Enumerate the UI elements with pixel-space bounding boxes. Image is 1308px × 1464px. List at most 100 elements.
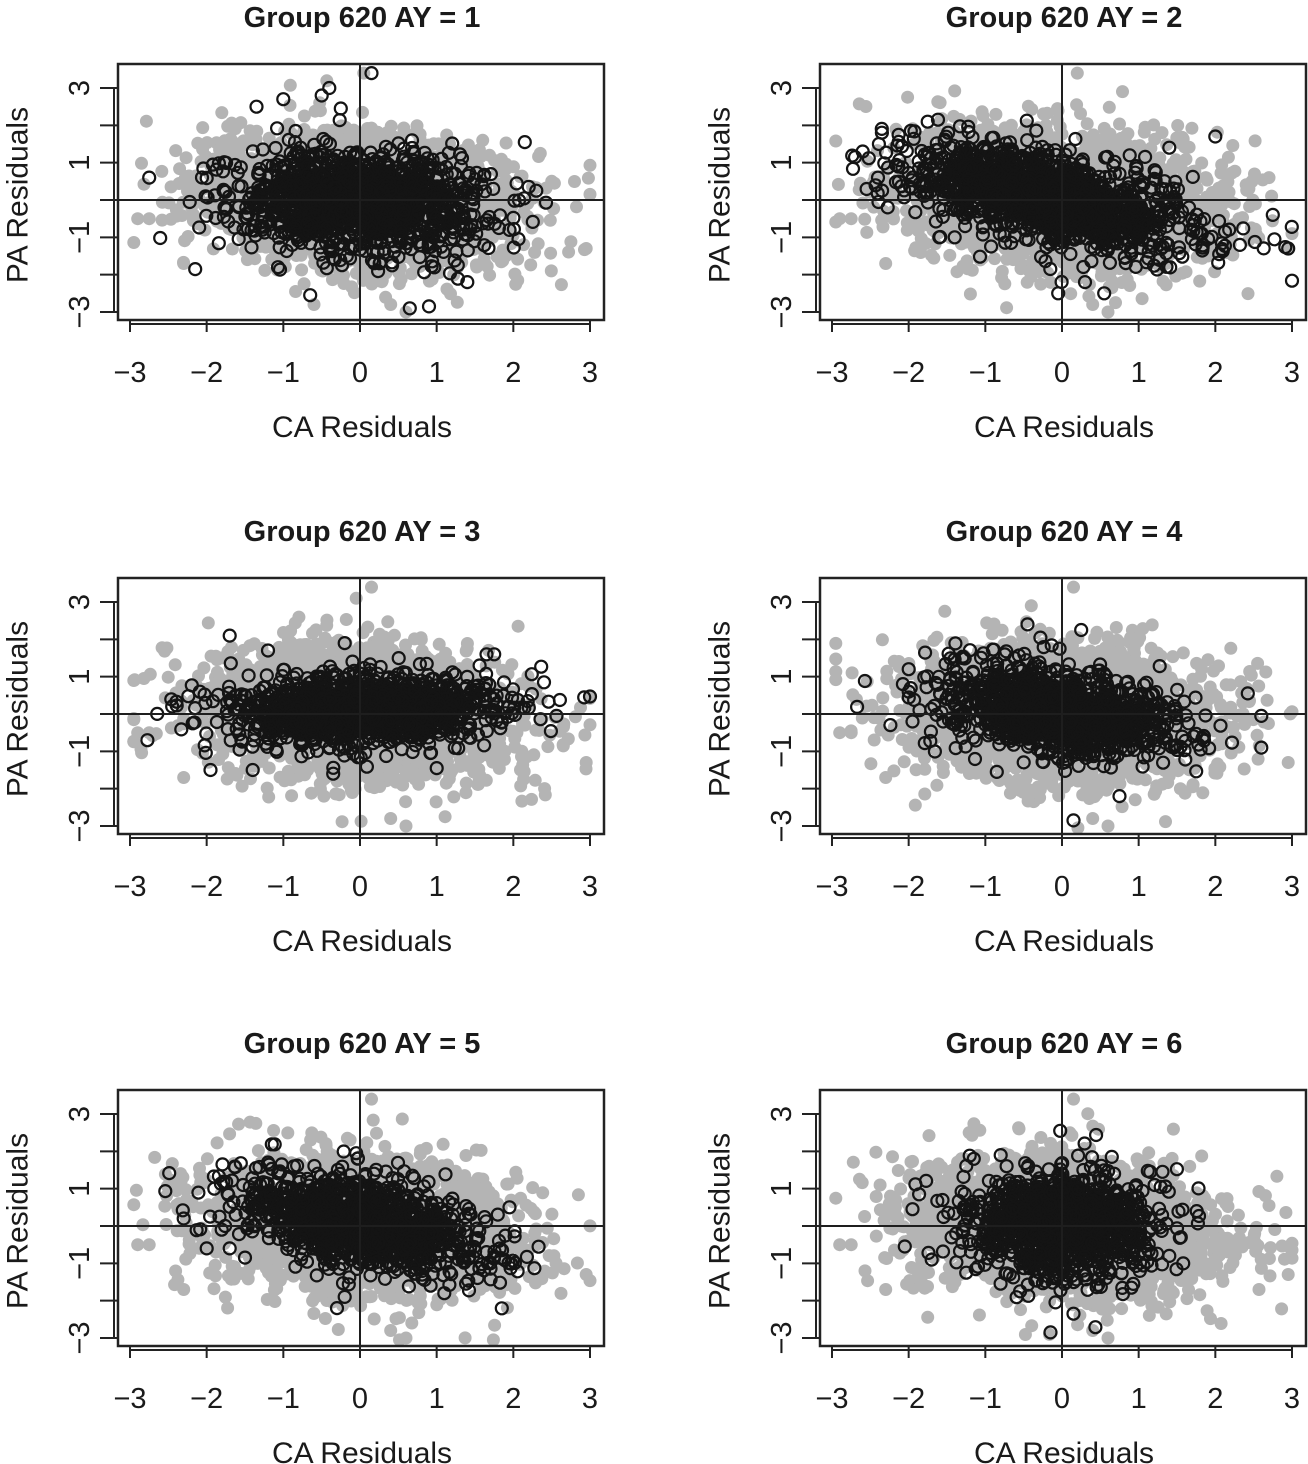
- data-point: [568, 175, 581, 188]
- x-tick-label: −3: [113, 357, 146, 389]
- data-point: [384, 298, 398, 311]
- data-point: [199, 171, 214, 186]
- data-point: [270, 121, 285, 136]
- data-point: [397, 124, 411, 137]
- data-point: [342, 175, 357, 190]
- data-point: [396, 206, 411, 221]
- data-point: [517, 135, 532, 150]
- data-point: [192, 220, 207, 235]
- data-point: [252, 167, 267, 182]
- data-point: [581, 171, 595, 185]
- data-point: [302, 224, 317, 239]
- data-point: [385, 234, 400, 249]
- data-point: [279, 243, 294, 259]
- x-axis-title: CA Residuals: [272, 411, 452, 444]
- data-point: [291, 144, 306, 159]
- data-point: [259, 240, 273, 254]
- data-point: [294, 248, 308, 262]
- data-point: [402, 301, 417, 316]
- data-point: [339, 120, 353, 134]
- data-point: [454, 151, 470, 166]
- data-point: [444, 287, 457, 301]
- data-point: [234, 179, 249, 194]
- data-point: [506, 240, 521, 255]
- data-point: [460, 228, 475, 243]
- data-point: [215, 164, 231, 179]
- data-point: [307, 157, 322, 172]
- data-point: [383, 223, 398, 238]
- data-point: [410, 119, 424, 133]
- data-point: [368, 232, 383, 247]
- data-point: [451, 201, 466, 216]
- data-point: [432, 191, 447, 206]
- data-point: [544, 246, 558, 260]
- data-point: [856, 196, 870, 210]
- data-point: [564, 235, 578, 249]
- data-point: [276, 92, 291, 107]
- data-point: [545, 174, 559, 188]
- data-point: [538, 195, 554, 210]
- data-point: [196, 121, 210, 135]
- data-point: [499, 173, 513, 187]
- y-tick-label: 3: [64, 80, 96, 96]
- data-point: [208, 210, 223, 226]
- data-point: [415, 173, 431, 188]
- data-point: [398, 240, 413, 255]
- data-point: [299, 217, 314, 232]
- data-point: [314, 88, 329, 103]
- data-point: [187, 208, 200, 222]
- data-point: [1193, 274, 1207, 288]
- data-point: [483, 148, 496, 162]
- data-point: [328, 180, 343, 196]
- data-point: [475, 216, 490, 231]
- data-point: [411, 204, 426, 219]
- data-point: [333, 101, 348, 116]
- data-point: [453, 159, 468, 174]
- series-highlight: [142, 65, 554, 316]
- data-point: [327, 252, 342, 267]
- data-point: [262, 131, 276, 145]
- data-point: [268, 140, 283, 156]
- data-point: [275, 201, 290, 216]
- data-point: [248, 252, 262, 266]
- y-axis-title: PA Residuals: [2, 107, 35, 283]
- data-point: [486, 181, 501, 196]
- data-point: [142, 170, 157, 185]
- data-point: [257, 225, 272, 240]
- data-point: [445, 136, 460, 151]
- data-point: [521, 179, 536, 194]
- data-point: [310, 154, 325, 169]
- data-point: [169, 144, 183, 158]
- data-point: [264, 207, 279, 222]
- data-point: [391, 249, 406, 264]
- data-point: [374, 233, 389, 248]
- data-point: [188, 262, 203, 277]
- data-point: [286, 190, 301, 205]
- data-point: [421, 299, 437, 314]
- data-point: [533, 146, 547, 160]
- data-point: [524, 258, 538, 272]
- data-point: [529, 183, 544, 198]
- data-point: [419, 169, 434, 184]
- x-tick-label: −2: [190, 357, 223, 389]
- data-point: [483, 167, 498, 182]
- data-point: [506, 210, 521, 225]
- data-point: [215, 106, 229, 120]
- x-tick-label: 1: [429, 357, 445, 389]
- data-point: [181, 230, 195, 243]
- data-point: [218, 184, 233, 199]
- data-point: [334, 204, 349, 219]
- data-point: [255, 219, 271, 234]
- data-point: [357, 159, 372, 174]
- data-point: [309, 224, 324, 239]
- data-point: [442, 213, 457, 228]
- x-tick-label: 2: [505, 357, 521, 389]
- data-point: [370, 200, 385, 215]
- data-point: [239, 200, 254, 215]
- data-point: [494, 152, 508, 166]
- data-point: [217, 200, 232, 215]
- data-point: [554, 278, 568, 292]
- data-point: [297, 109, 311, 123]
